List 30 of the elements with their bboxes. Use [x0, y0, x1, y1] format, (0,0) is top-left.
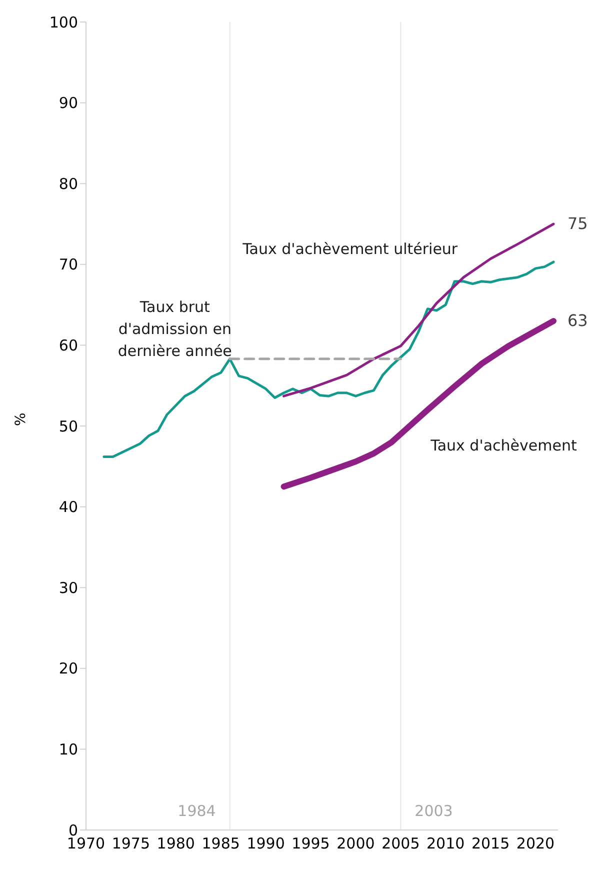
data-label: 75 [568, 214, 588, 233]
data-label: 63 [568, 310, 588, 330]
x-tick-label: 1970 [66, 834, 106, 853]
annotation: 1984 [178, 802, 216, 820]
y-tick-label: 70 [58, 256, 78, 274]
x-tick-label: 1985 [202, 834, 240, 853]
x-tick-label: 2015 [471, 834, 510, 853]
y-tick-label: 60 [58, 336, 78, 355]
y-tick-label: 50 [58, 417, 78, 436]
series-label: Taux brut d'admission en dernière année [118, 298, 232, 360]
y-tick-label: 10 [58, 740, 78, 759]
x-tick-label: 1995 [292, 834, 330, 853]
y-tick-label: 20 [58, 660, 78, 678]
x-tick-label: 2005 [382, 834, 420, 853]
line-series [282, 222, 555, 398]
y-tick-label: 30 [58, 578, 78, 597]
y-tick-label: 100 [49, 13, 78, 32]
y-tick-label: 90 [58, 94, 78, 112]
x-tick-label: 2000 [336, 834, 375, 853]
series-label: Taux d'achèvement [430, 436, 577, 455]
y-tick-label: 40 [58, 498, 78, 516]
x-tick-label: 2010 [426, 834, 465, 853]
x-tick-label: 1980 [156, 834, 195, 853]
annotation: 2003 [414, 802, 453, 820]
y-tick-label: 80 [58, 174, 78, 193]
y-axis-title: % [12, 412, 29, 426]
x-tick-label: 1975 [112, 834, 150, 853]
series-label: Taux d'achèvement ultérieur [242, 240, 458, 258]
x-tick-label: 2020 [516, 834, 555, 853]
x-tick-label: 1990 [246, 834, 285, 853]
